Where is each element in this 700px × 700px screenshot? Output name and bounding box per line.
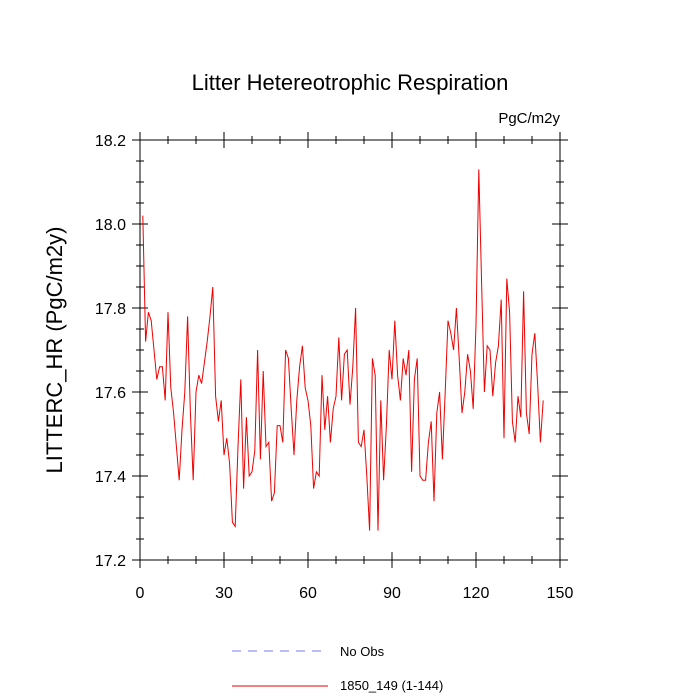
legend-label-no-obs: No Obs — [340, 644, 385, 659]
y-axis: 17.2 17.4 17.6 17.8 18.0 18.2 — [95, 133, 568, 570]
legend: No Obs 1850_149 (1-144) — [232, 644, 443, 693]
y-tick-label-17.2: 17.2 — [95, 553, 126, 570]
x-axis: 0 30 60 90 120 150 — [136, 132, 574, 602]
legend-label-1850_149: 1850_149 (1-144) — [340, 678, 443, 693]
series-line-1850_149 — [142, 169, 544, 531]
y-tick-label-17.8: 17.8 — [95, 301, 126, 318]
x-tick-label-120: 120 — [463, 585, 490, 602]
units-label: PgC/m2y — [498, 110, 560, 127]
y-tick-label-18: 18.0 — [95, 217, 126, 234]
y-tick-label-18.2: 18.2 — [95, 133, 126, 150]
x-tick-label-0: 0 — [136, 585, 145, 602]
y-axis-minor-ticks — [136, 160, 564, 540]
y-tick-label-17.6: 17.6 — [95, 385, 126, 402]
y-tick-label-17.4: 17.4 — [95, 469, 126, 486]
chart-title: Litter Hetereotrophic Respiration — [192, 70, 509, 95]
x-tick-label-30: 30 — [215, 585, 233, 602]
plot-frame — [139, 139, 561, 561]
x-tick-label-150: 150 — [547, 585, 574, 602]
x-tick-label-60: 60 — [299, 585, 317, 602]
x-tick-label-90: 90 — [383, 585, 401, 602]
x-axis-minor-ticks — [167, 136, 533, 564]
y-axis-label: LITTERC_HR (PgC/m2y) — [42, 227, 67, 474]
